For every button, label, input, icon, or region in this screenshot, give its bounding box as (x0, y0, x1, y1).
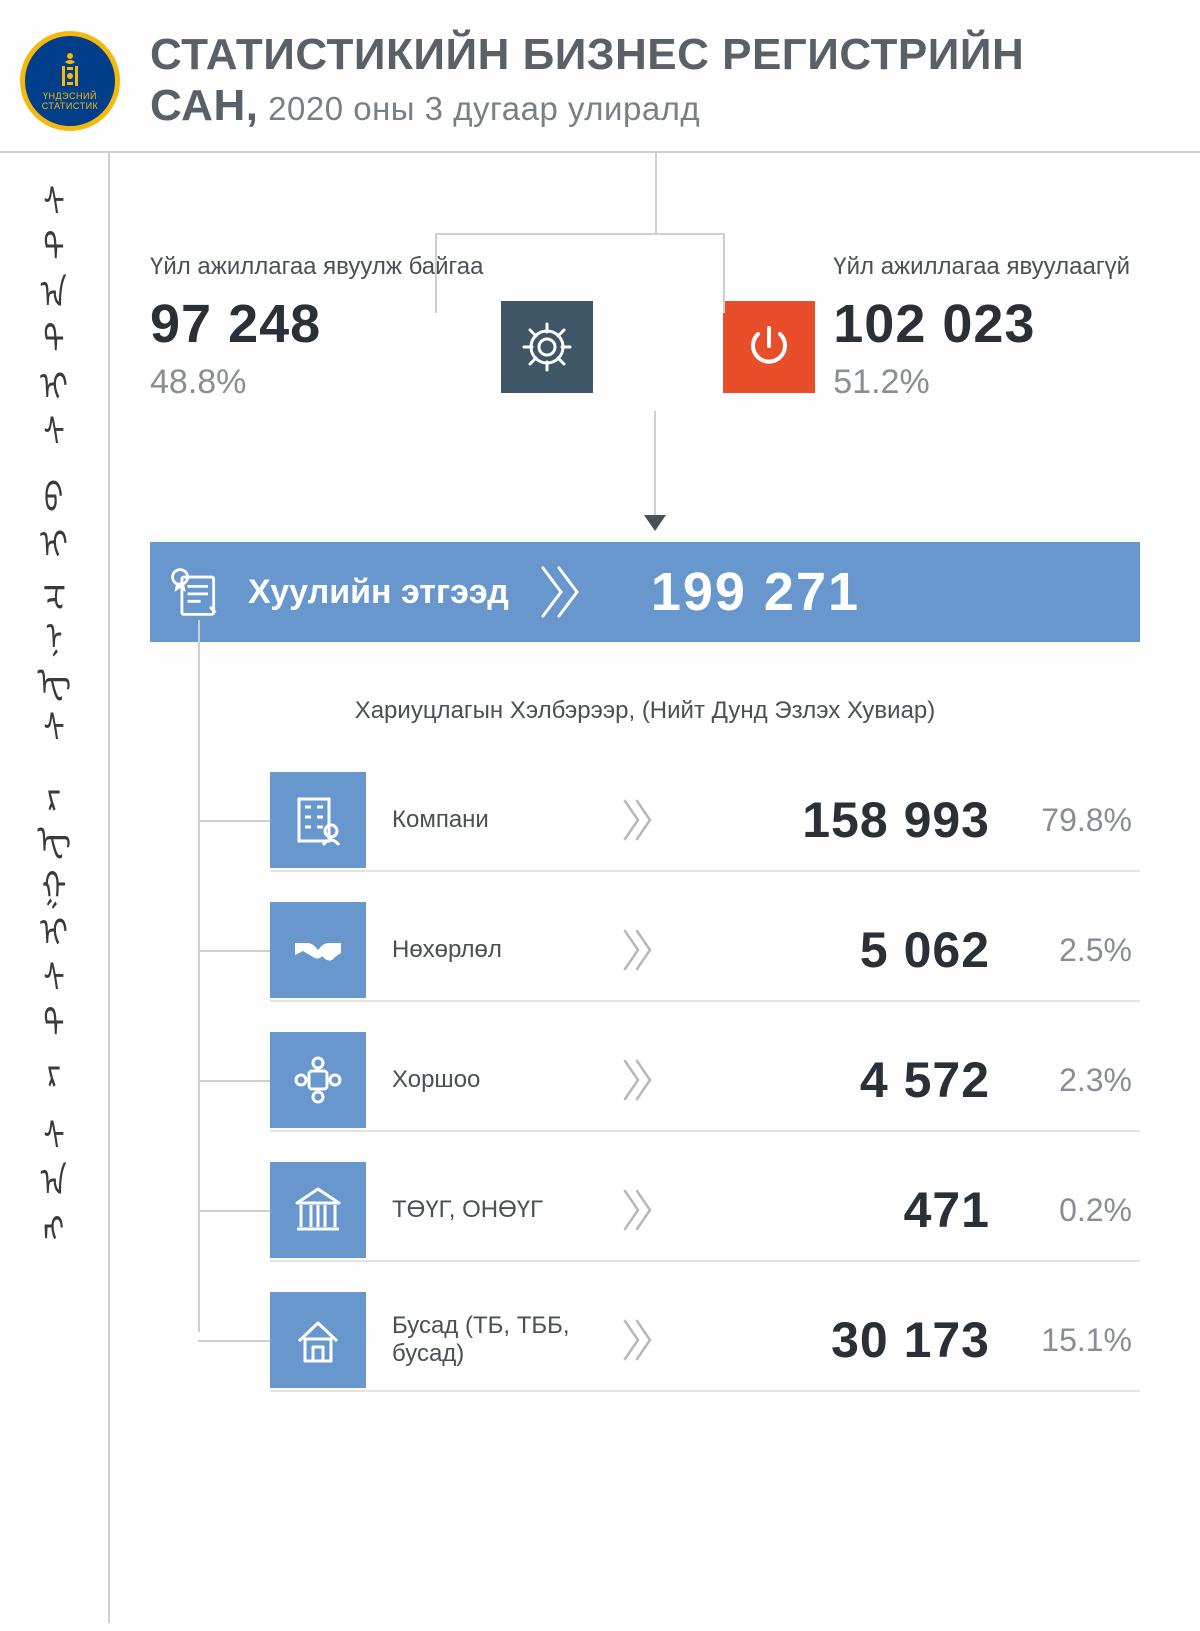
row-label: Бусад (ТБ, ТББ, бусад) (392, 1312, 622, 1368)
row-connector (198, 1080, 270, 1082)
gear-icon-box (501, 301, 593, 393)
row-value: 4 572 (654, 1051, 990, 1109)
connector-v-top (655, 153, 657, 233)
title-line1: СТАТИСТИКИЙН БИЗНЕС РЕГИСТРИЙН (150, 30, 1160, 81)
row-partnership: Нөхөрлөл 5 062 2.5% (270, 900, 1140, 1002)
stat-inactive-percent: 51.2% (833, 363, 1130, 402)
house-icon (270, 1292, 366, 1388)
main: Үйл ажиллагаа явуулж байгаа 97 248 48.8% (110, 153, 1200, 1623)
connector-v-right (723, 233, 725, 313)
row-value: 30 173 (654, 1311, 990, 1369)
title-line2-rest: 2020 оны 3 дугаар улиралд (258, 90, 700, 127)
body: ᠰᠲᠠᠲᠢᠰ ᠪᠢᠽᠨᠧᠰ ᠷᠧᠭᠢᠰᠲᠷ ᠰᠠᠩ Үйл ажиллагаа … (0, 153, 1200, 1623)
row-cooperative: Хоршоо 4 572 2.3% (270, 1030, 1140, 1132)
row-connector (198, 1210, 270, 1212)
row-label: Хоршоо (392, 1066, 622, 1094)
row-percent: 79.8% (990, 802, 1140, 839)
row-percent: 15.1% (990, 1322, 1140, 1359)
connector-h-split (435, 233, 725, 235)
power-icon (742, 320, 796, 374)
company-icon (270, 772, 366, 868)
row-state-owned: ТӨҮГ, ОНӨҮГ 471 0.2% (270, 1160, 1140, 1262)
row-value: 5 062 (654, 921, 990, 979)
soyombo-icon (55, 50, 85, 90)
row-value: 471 (654, 1181, 990, 1239)
stat-inactive-value: 102 023 (833, 293, 1130, 355)
institution-icon (270, 1162, 366, 1258)
gear-icon (520, 320, 574, 374)
header: ҮНДЭСНИЙСТАТИСТИК СТАТИСТИКИЙН БИЗНЕС РЕ… (0, 0, 1200, 153)
total-value: 199 271 (651, 561, 860, 623)
tree-vertical-line (198, 620, 200, 1332)
rows-wrap: Компани 158 993 79.8% Нөхөрлөл (150, 770, 1140, 1392)
group-icon (270, 1032, 366, 1128)
stat-inactive-label: Үйл ажиллагаа явуулаагүй (833, 253, 1130, 281)
chevrons-icon (539, 562, 581, 622)
section-subtitle: Хариуцлагын Хэлбэрээр, (Нийт Дунд Эзлэх … (150, 697, 1140, 725)
stat-inactive: Үйл ажиллагаа явуулаагүй 102 023 51.2% (723, 253, 1130, 402)
chevrons-icon (622, 1186, 654, 1234)
row-label: Нөхөрлөл (392, 936, 622, 964)
total-bar: Хуулийн этгээд 199 271 (150, 542, 1140, 642)
stats-row: Үйл ажиллагаа явуулж байгаа 97 248 48.8% (150, 253, 1140, 402)
row-connector (198, 1340, 270, 1342)
row-label: Компани (392, 806, 622, 834)
title-block: СТАТИСТИКИЙН БИЗНЕС РЕГИСТРИЙН САН, 2020… (150, 30, 1160, 131)
certificate-icon (150, 564, 240, 620)
row-label: ТӨҮГ, ОНӨҮГ (392, 1196, 622, 1224)
logo: ҮНДЭСНИЙСТАТИСТИК (20, 31, 120, 131)
row-value: 158 993 (654, 791, 990, 849)
chevrons-icon (622, 1316, 654, 1364)
total-label: Хуулийн этгээд (240, 573, 509, 612)
row-percent: 0.2% (990, 1192, 1140, 1229)
handshake-icon (270, 902, 366, 998)
mongol-script-text: ᠰᠲᠠᠲᠢᠰ ᠪᠢᠽᠨᠧᠰ ᠷᠧᠭᠢᠰᠲᠷ ᠰᠠᠩ (30, 183, 78, 1623)
connector-v-left (435, 233, 437, 313)
arrow-down-icon (644, 515, 666, 531)
stat-active: Үйл ажиллагаа явуулж байгаа 97 248 48.8% (150, 253, 593, 402)
stat-active-percent: 48.8% (150, 363, 483, 402)
stat-active-value: 97 248 (150, 293, 483, 355)
title-line2-bold: САН, (150, 81, 258, 130)
chevrons-icon (622, 926, 654, 974)
sidebar: ᠰᠲᠠᠲᠢᠰ ᠪᠢᠽᠨᠧᠰ ᠷᠧᠭᠢᠰᠲᠷ ᠰᠠᠩ (0, 153, 110, 1623)
power-icon-box (723, 301, 815, 393)
chevrons-icon (622, 1056, 654, 1104)
title-line2: САН, 2020 оны 3 дугаар улиралд (150, 81, 1160, 132)
row-percent: 2.5% (990, 932, 1140, 969)
row-company: Компани 158 993 79.8% (270, 770, 1140, 872)
row-other: Бусад (ТБ, ТББ, бусад) 30 173 15.1% (270, 1290, 1140, 1392)
logo-text: ҮНДЭСНИЙСТАТИСТИК (42, 92, 99, 112)
row-connector (198, 950, 270, 952)
row-connector (198, 820, 270, 822)
stat-active-label: Үйл ажиллагаа явуулж байгаа (150, 253, 483, 281)
chevrons-icon (622, 796, 654, 844)
connector-v-down (654, 411, 656, 521)
row-percent: 2.3% (990, 1062, 1140, 1099)
